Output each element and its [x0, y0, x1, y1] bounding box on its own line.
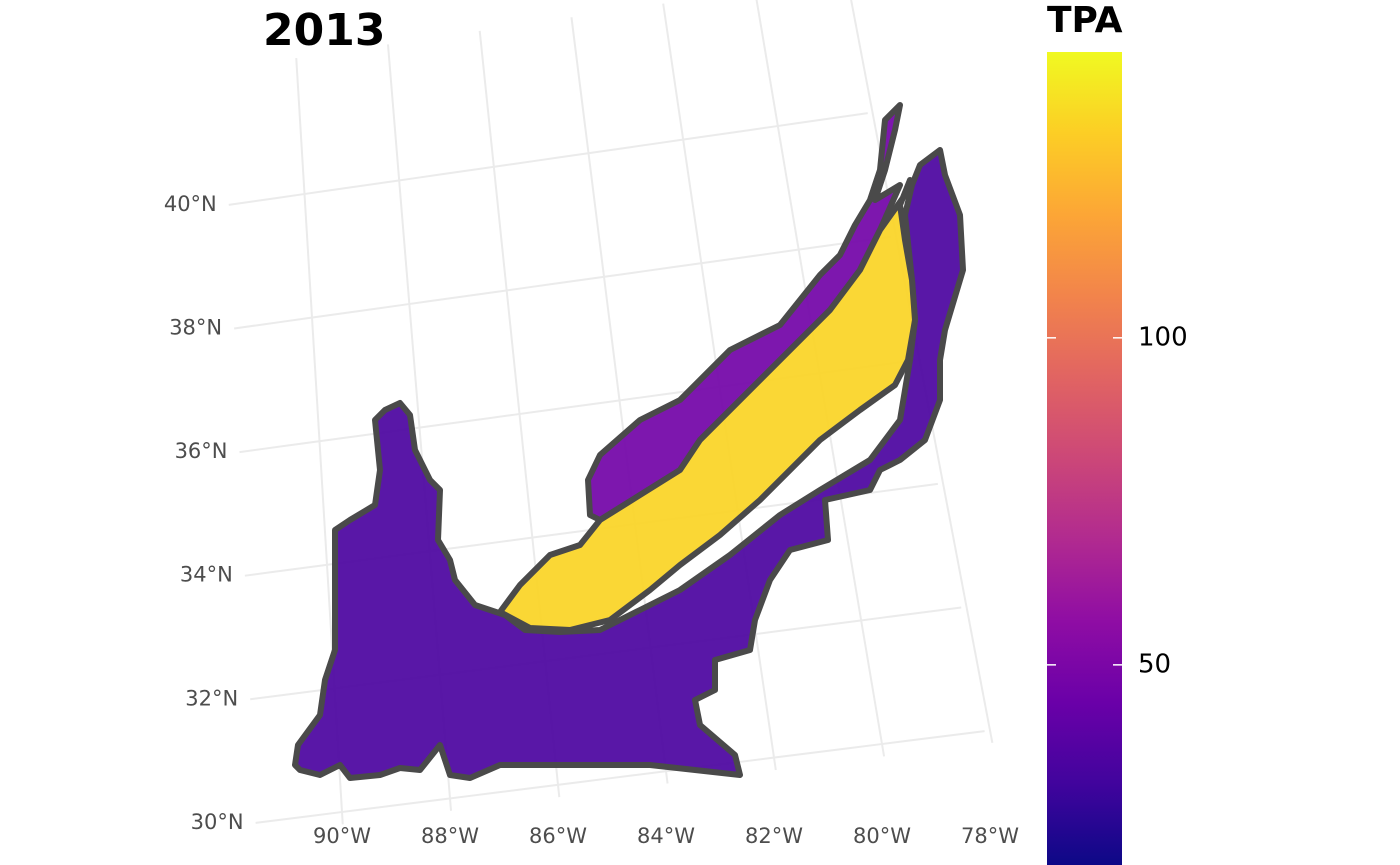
lat-tick-label: 34°N — [180, 563, 233, 587]
lon-tick-label: 88°W — [421, 824, 479, 848]
lat-tick-label: 36°N — [175, 439, 228, 463]
lat-grid-line — [228, 112, 868, 206]
lat-tick-label: 32°N — [185, 686, 238, 710]
lon-tick-label: 86°W — [529, 824, 587, 848]
lon-tick-label: 90°W — [313, 824, 371, 848]
lat-tick-label: 40°N — [164, 192, 217, 216]
lon-tick-label: 78°W — [961, 824, 1019, 848]
colorbar — [1047, 52, 1122, 865]
lon-tick-label: 80°W — [853, 824, 911, 848]
legend-title: TPA — [1047, 0, 1123, 41]
lat-tick-label: 38°N — [169, 315, 222, 339]
map-title: 2013 — [263, 5, 385, 56]
lat-grid-line — [255, 730, 985, 824]
region — [497, 177, 918, 633]
lat-tick-label: 30°N — [191, 810, 244, 834]
colorbar-tick-label: 100 — [1138, 322, 1188, 352]
lon-tick-label: 82°W — [745, 824, 803, 848]
lat-grid-line — [233, 235, 892, 330]
lon-tick-label: 84°W — [637, 824, 695, 848]
colorbar-tick-label: 50 — [1138, 649, 1171, 679]
region — [292, 147, 966, 781]
